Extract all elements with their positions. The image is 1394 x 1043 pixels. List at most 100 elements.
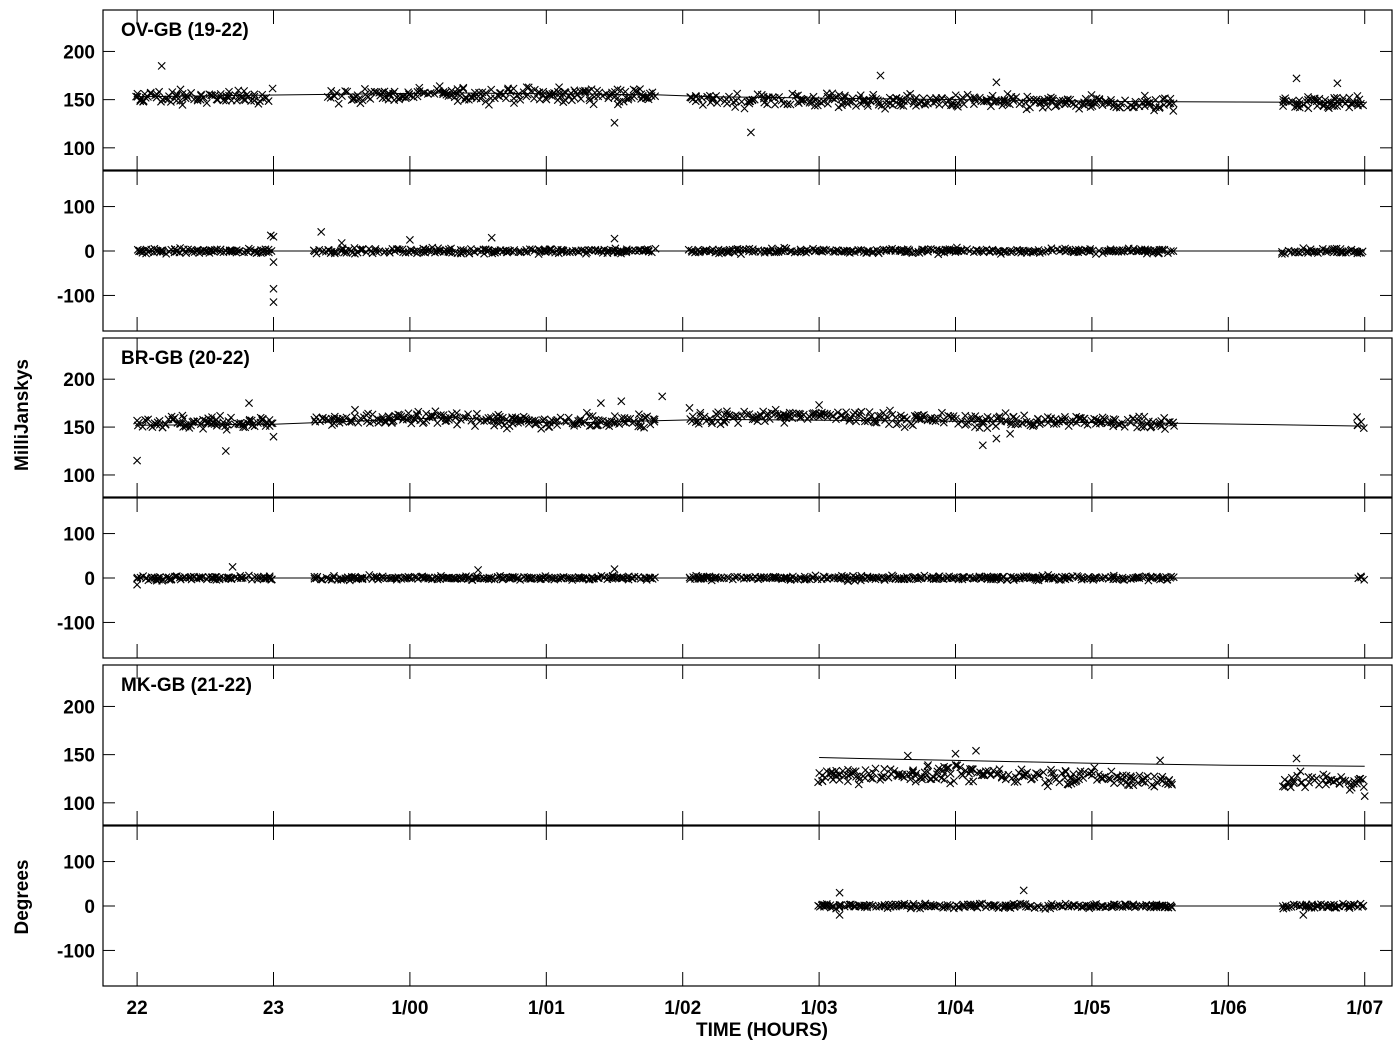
amplitude-panel-3-point [852, 772, 861, 781]
phase-panel-3-y-tick-label: 100 [63, 853, 95, 874]
phase-panel-1-point [605, 246, 613, 255]
amplitude-panel-2-point [347, 417, 356, 426]
amplitude-panel-1-point [863, 102, 872, 110]
amplitude-panel-1-point [176, 96, 185, 105]
amplitude-panel-3-point [1289, 777, 1298, 785]
amplitude-panel-1-point [193, 96, 202, 105]
amplitude-panel-2-point [1020, 411, 1029, 420]
amplitude-panel-2-point [576, 416, 585, 425]
phase-panel-2-point [823, 574, 832, 583]
amplitude-panel-3-point [838, 767, 847, 775]
phase-panel-2-point [579, 574, 588, 582]
amplitude-panel-2-outlier-point [596, 399, 605, 408]
amplitude-panel-2-point [714, 408, 723, 417]
phase-panel-2-outlier-point [474, 566, 483, 574]
amplitude-panel-2-point [573, 420, 582, 429]
amplitude-panel-3-point [973, 769, 982, 777]
amplitude-panel-3-point [1135, 771, 1144, 780]
amplitude-panel-2-point [730, 412, 739, 421]
phase-panel-2-point [378, 572, 387, 581]
amplitude-panel-1-point [1166, 99, 1175, 108]
amplitude-panel-2-outlier-point [658, 392, 667, 401]
amplitude-panel-3-outlier-point [1292, 754, 1301, 763]
phase-panel-2-point [903, 574, 912, 583]
phase-panel-3-point [1129, 902, 1138, 910]
phase-panel-1-point [1306, 245, 1315, 254]
amplitude-panel-1-point [1055, 96, 1064, 105]
amplitude-panel-3-point [966, 765, 974, 773]
amplitude-panel-3-point [956, 763, 965, 772]
amplitude-panel-3-point [1296, 767, 1305, 776]
phase-panel-1-outlier-point [269, 298, 278, 307]
phase-panel-2-point [472, 572, 481, 581]
amplitude-panel-2-point [694, 417, 703, 425]
amplitude-panel-1-point [199, 93, 208, 102]
amplitude-panel-2-point [1128, 414, 1137, 423]
amplitude-panel-2-point [809, 413, 818, 421]
amplitude-panel-1-point [232, 96, 241, 105]
phase-panel-2-point [1169, 573, 1178, 582]
phase-panel-3-point [1064, 902, 1073, 911]
amplitude-panel-3-y-tick-label: 150 [63, 746, 95, 767]
amplitude-panel-2-point [190, 417, 199, 426]
amplitude-panel-1-point [906, 89, 915, 98]
amplitude-panel-2-point [545, 422, 554, 431]
amplitude-panel-2-point [694, 419, 703, 428]
phase-panel-2-point [322, 573, 331, 582]
amplitude-panel-1-point [573, 90, 582, 99]
amplitude-panel-2-point [1049, 420, 1058, 428]
amplitude-panel-3-point [1028, 774, 1036, 783]
amplitude-panel-1-point [143, 92, 152, 101]
amplitude-panel-3-point [1168, 780, 1176, 789]
amplitude-panel-1-point [435, 82, 444, 91]
amplitude-panel-3-point [866, 774, 875, 783]
amplitude-panel-3-point [1358, 775, 1367, 784]
amplitude-panel-3-point [880, 771, 888, 780]
amplitude-panel-1-point [264, 97, 273, 106]
amplitude-panel-2-point [224, 417, 233, 426]
phase-panel-2-point [317, 575, 325, 584]
amplitude-panel-2-point [472, 409, 481, 418]
amplitude-panel-3-point [1298, 778, 1306, 787]
amplitude-panel-1-point [1117, 99, 1126, 108]
phase-panel-2-outlier-point [610, 565, 619, 574]
amplitude-panel-2-point [700, 412, 709, 421]
amplitude-panel-1-point [255, 97, 264, 106]
amplitude-panel-1-point [613, 94, 622, 102]
amplitude-panel-2-outlier-point [1006, 429, 1015, 438]
amplitude-panel-2-point [1137, 422, 1146, 431]
phase-panel-2-point [650, 573, 659, 582]
phase-panel-1-point [267, 247, 276, 255]
phase-panel-3-point [1085, 904, 1094, 913]
phase-panel-1-outlier-point [266, 231, 275, 240]
phase-panel-3-point [1110, 900, 1119, 909]
amplitude-panel-2-point [723, 410, 732, 419]
phase-panel-1-point [644, 247, 653, 256]
amplitude-panel-2-point [570, 419, 579, 428]
amplitude-panel-2-point [369, 417, 378, 426]
amplitude-panel-3-point [992, 770, 1001, 779]
amplitude-panel-3-point [981, 767, 990, 776]
amplitude-panel-2-point [267, 419, 276, 428]
amplitude-panel-2-point [885, 420, 893, 429]
phase-panel-1-point [1169, 247, 1178, 256]
amplitude-panel-1-point [1067, 98, 1076, 107]
amplitude-panel-1-point [136, 97, 145, 106]
phase-panel-2-point [339, 575, 348, 584]
amplitude-panel-2-point [860, 417, 869, 426]
phase-panel-2-point [195, 573, 204, 582]
phase-panel-2-point [897, 575, 906, 584]
amplitude-panel-2-point [826, 410, 835, 419]
amplitude-panel-1-point [146, 89, 155, 98]
amplitude-panel-2-point [771, 405, 780, 414]
phase-panel-1-point [957, 246, 966, 255]
amplitude-panel-1-point [434, 87, 443, 95]
amplitude-panel-1-point [1023, 92, 1032, 101]
phase-panel-1-point [748, 247, 757, 256]
amplitude-panel-2-point [241, 423, 250, 432]
phase-panel-2-point [771, 573, 780, 582]
amplitude-panel-2-point [951, 414, 960, 423]
phase-panel-2-point [850, 576, 859, 585]
phase-panel-3-point [929, 901, 938, 910]
